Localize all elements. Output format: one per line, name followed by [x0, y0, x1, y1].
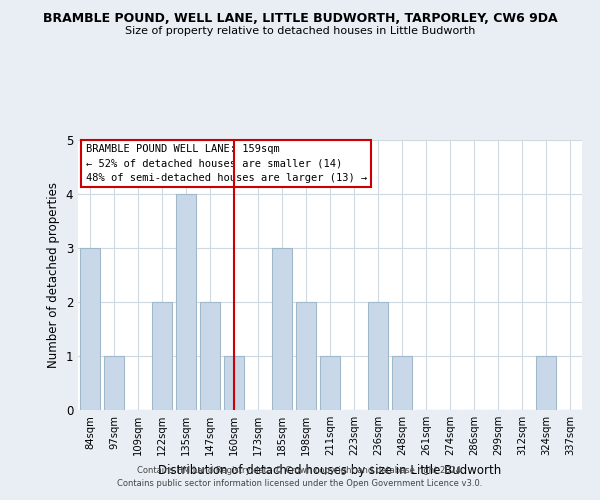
Bar — [272, 248, 292, 410]
Y-axis label: Number of detached properties: Number of detached properties — [47, 182, 60, 368]
Bar — [296, 302, 316, 410]
Text: Contains HM Land Registry data © Crown copyright and database right 2024.
Contai: Contains HM Land Registry data © Crown c… — [118, 466, 482, 487]
Bar — [368, 302, 388, 410]
Bar — [536, 356, 556, 410]
Bar — [224, 356, 244, 410]
Bar — [200, 302, 220, 410]
Bar — [392, 356, 412, 410]
Bar — [80, 248, 100, 410]
Bar — [176, 194, 196, 410]
Bar — [152, 302, 172, 410]
Text: BRAMBLE POUND, WELL LANE, LITTLE BUDWORTH, TARPORLEY, CW6 9DA: BRAMBLE POUND, WELL LANE, LITTLE BUDWORT… — [43, 12, 557, 26]
Text: Size of property relative to detached houses in Little Budworth: Size of property relative to detached ho… — [125, 26, 475, 36]
Bar — [320, 356, 340, 410]
Text: BRAMBLE POUND WELL LANE: 159sqm
← 52% of detached houses are smaller (14)
48% of: BRAMBLE POUND WELL LANE: 159sqm ← 52% of… — [86, 144, 367, 183]
Bar — [104, 356, 124, 410]
X-axis label: Distribution of detached houses by size in Little Budworth: Distribution of detached houses by size … — [158, 464, 502, 476]
